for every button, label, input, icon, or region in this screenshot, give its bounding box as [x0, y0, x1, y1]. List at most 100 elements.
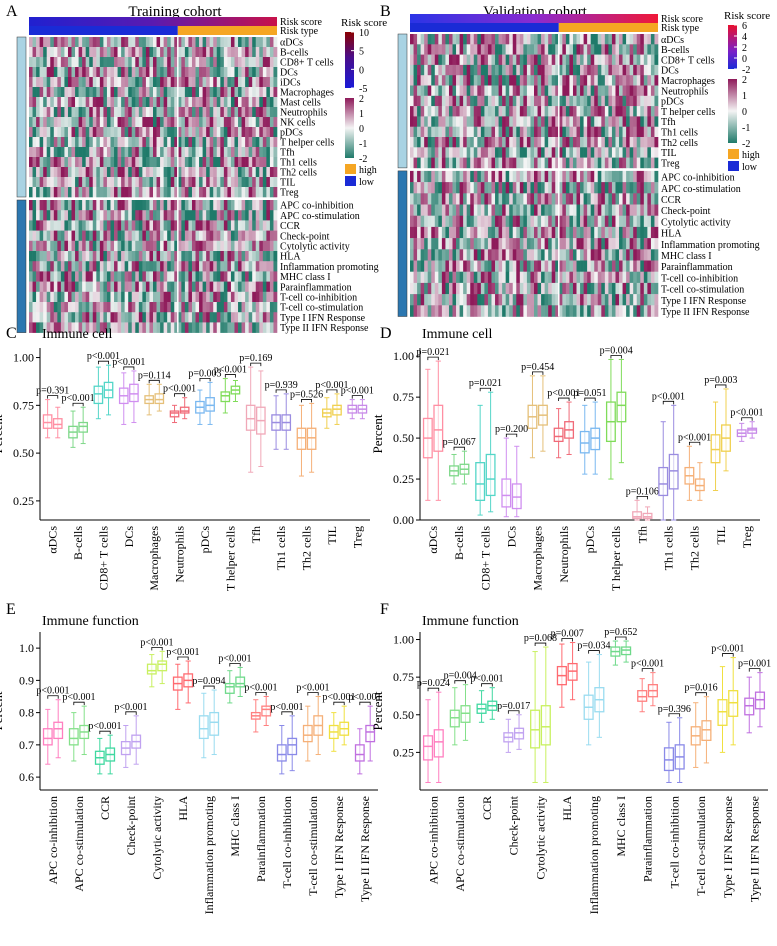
heat-cell [213, 87, 218, 98]
heat-cell [551, 137, 556, 148]
heat-cell [138, 97, 143, 108]
heat-cell [448, 54, 453, 66]
heat-cell [590, 305, 595, 317]
heat-cell [541, 95, 545, 107]
heat-cell [424, 226, 429, 239]
heat-cell [572, 170, 577, 183]
heat-cell [99, 47, 104, 58]
heat-cell [114, 37, 118, 48]
risk-type-high-bar [558, 23, 658, 32]
heat-cell [601, 157, 606, 169]
heat-cell [410, 193, 414, 205]
heat-cell [46, 240, 51, 252]
heat-cell [647, 170, 652, 183]
heat-cell [523, 271, 528, 284]
heat-cell [431, 147, 436, 158]
heat-cell [526, 271, 531, 284]
heat-cell [128, 127, 133, 138]
heat-cell [420, 249, 425, 261]
heat-cell [114, 97, 118, 108]
heat-cell [438, 44, 443, 55]
heat-cell [441, 44, 446, 55]
heat-cell [448, 282, 453, 295]
heat-cell [149, 322, 154, 333]
heat-cell [167, 57, 172, 68]
heat-cell [526, 204, 531, 216]
heat-cell [534, 95, 538, 107]
heat-cell [46, 200, 51, 211]
heat-cell [191, 312, 196, 323]
heat-cell [67, 97, 72, 108]
heat-cell [53, 302, 58, 313]
heat-cell [526, 215, 531, 228]
heat-cell [128, 167, 133, 178]
heat-cell [626, 34, 630, 45]
heat-cell [491, 305, 496, 317]
heat-cell [269, 107, 274, 118]
heat-cell [456, 260, 460, 272]
heat-cell [170, 97, 175, 108]
heat-cell [230, 127, 235, 138]
heat-cell [548, 215, 553, 228]
heat-cell [654, 271, 659, 284]
heat-cell [473, 116, 478, 127]
p-value-label: p<0.001 [547, 388, 580, 399]
heat-cell [597, 157, 602, 169]
heat-cell [53, 271, 58, 282]
box-low [553, 427, 564, 443]
heat-cell [484, 294, 489, 306]
heat-cell [71, 137, 76, 148]
heat-cell [117, 251, 122, 262]
heat-cell [60, 67, 65, 78]
heat-cell [167, 157, 172, 168]
heat-cell [459, 226, 464, 239]
heat-cell [431, 75, 436, 86]
heat-cell [505, 126, 510, 138]
heat-cell [647, 137, 652, 148]
heat-cell [466, 157, 471, 169]
heat-cell [29, 97, 33, 108]
heat-cell [262, 137, 267, 148]
x-tick-label: T-cell co-stimulation [306, 796, 320, 896]
heat-cell [427, 54, 432, 66]
heat-cell [633, 106, 638, 117]
heat-cell [534, 54, 538, 66]
heat-cell [149, 220, 154, 231]
heat-cell [82, 87, 86, 98]
heat-cell [551, 44, 556, 55]
heat-cell [626, 147, 630, 158]
heat-cell [50, 271, 55, 282]
legend-low-swatch [345, 176, 356, 186]
heat-cell [85, 240, 90, 252]
heat-cell [174, 291, 179, 303]
heat-cell [466, 204, 471, 216]
heat-cell [431, 260, 436, 272]
heat-cell [572, 34, 577, 45]
heat-cell [448, 226, 453, 239]
heat-cell [53, 57, 58, 68]
heat-cell [255, 87, 260, 98]
heat-cell [558, 54, 563, 66]
heat-cell [580, 271, 584, 284]
heat-cell [643, 215, 648, 228]
heat-cell [170, 157, 175, 168]
heat-cell [238, 220, 242, 231]
heat-cell [121, 137, 125, 148]
heat-cell [60, 302, 65, 313]
heat-cell [580, 282, 584, 295]
heat-cell [262, 97, 267, 108]
heat-cell [29, 200, 33, 211]
heat-cell [647, 282, 652, 295]
heat-cell [32, 187, 37, 198]
heat-cell [89, 312, 94, 323]
heat-row-label: Cytolytic activity [280, 242, 350, 253]
heat-cell [191, 127, 196, 138]
heat-cell [480, 170, 485, 183]
heat-cell [160, 137, 164, 148]
heat-cell [633, 271, 638, 284]
heat-cell [417, 95, 421, 107]
heat-cell [220, 281, 225, 293]
heat-cell [576, 260, 581, 272]
heat-cell [191, 281, 196, 293]
heat-cell [558, 126, 563, 138]
